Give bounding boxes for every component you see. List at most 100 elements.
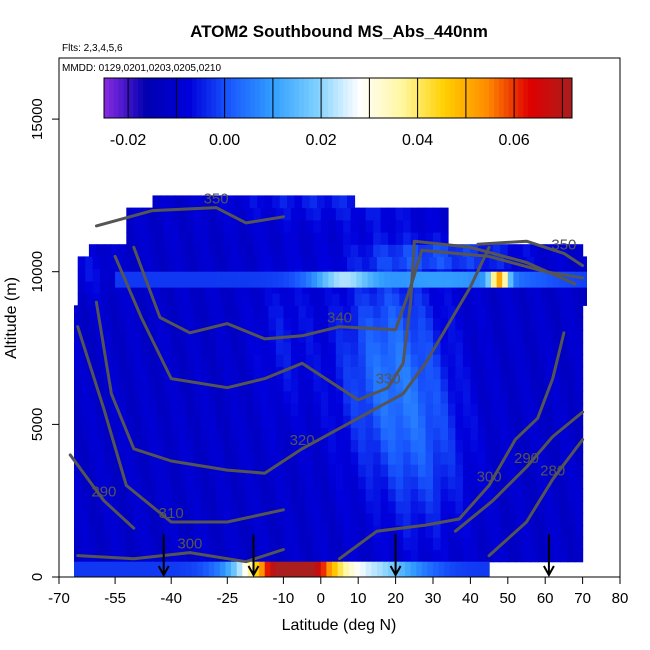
heatmap-cell bbox=[560, 512, 569, 526]
heatmap-cell bbox=[238, 537, 247, 551]
heatmap-cell bbox=[227, 195, 236, 209]
heatmap-cell bbox=[182, 256, 191, 270]
heatmap-cell bbox=[500, 415, 509, 428]
contour-label: 280 bbox=[540, 462, 565, 479]
heatmap-cell bbox=[186, 512, 195, 526]
heatmap-cell bbox=[429, 293, 438, 306]
heatmap-cell bbox=[298, 366, 307, 380]
heatmap-cell bbox=[283, 317, 292, 331]
heatmap-cell bbox=[522, 427, 531, 441]
heatmap-cell bbox=[92, 293, 101, 306]
heatmap-cell bbox=[350, 427, 359, 441]
heatmap-cell bbox=[320, 476, 329, 490]
heatmap-cell bbox=[425, 390, 434, 404]
heatmap-cell bbox=[361, 271, 369, 288]
heatmap-cell bbox=[436, 256, 445, 270]
heatmap-cell bbox=[333, 271, 341, 288]
heatmap-cell bbox=[358, 549, 367, 563]
contour-label: 340 bbox=[327, 310, 352, 327]
heatmap-cell bbox=[425, 427, 434, 441]
heatmap-cell bbox=[446, 271, 453, 288]
colorbar-swatch bbox=[211, 78, 217, 118]
y-tick-label: 5000 bbox=[29, 408, 46, 441]
heatmap-cell bbox=[253, 403, 262, 416]
heatmap-cell bbox=[425, 317, 434, 331]
heatmap-cell bbox=[305, 500, 314, 514]
heatmap-cell bbox=[201, 415, 210, 428]
heatmap-cell bbox=[141, 390, 150, 404]
heatmap-cell bbox=[455, 366, 464, 380]
heatmap-cell bbox=[500, 317, 509, 331]
x-tick-label: 50 bbox=[499, 590, 516, 607]
heatmap-cell bbox=[343, 219, 352, 233]
heatmap-cell bbox=[425, 366, 434, 380]
heatmap-cell bbox=[186, 232, 195, 245]
heatmap-cell bbox=[111, 451, 120, 465]
heatmap-cell bbox=[522, 366, 531, 380]
heatmap-cell bbox=[365, 403, 374, 416]
heatmap-cell bbox=[418, 271, 425, 288]
heatmap-cell bbox=[350, 341, 359, 355]
heatmap-cell bbox=[578, 256, 587, 270]
heatmap-cell bbox=[302, 256, 311, 270]
heatmap-cell bbox=[507, 305, 516, 319]
heatmap-cell bbox=[462, 415, 471, 428]
heatmap-cell bbox=[253, 415, 262, 428]
heatmap-cell bbox=[186, 403, 195, 416]
heatmap-cell bbox=[85, 256, 94, 270]
heatmap-cell bbox=[515, 366, 524, 380]
heatmap-cell bbox=[388, 525, 397, 538]
heatmap-cell bbox=[298, 415, 307, 428]
heatmap-cell bbox=[462, 271, 470, 288]
heatmap-cell bbox=[275, 219, 284, 233]
heatmap-cell bbox=[103, 427, 112, 441]
heatmap-cell bbox=[380, 549, 389, 563]
heatmap-cell bbox=[231, 525, 240, 538]
heatmap-cell bbox=[575, 354, 584, 367]
heatmap-cell bbox=[268, 329, 277, 343]
heatmap-cell bbox=[133, 549, 142, 563]
heatmap-cell bbox=[186, 341, 195, 355]
heatmap-cell bbox=[154, 271, 161, 288]
heatmap-cell bbox=[515, 378, 524, 392]
heatmap-cell bbox=[440, 329, 449, 343]
heatmap-cell bbox=[462, 488, 471, 502]
heatmap-cell bbox=[171, 390, 180, 404]
heatmap-cell bbox=[513, 271, 520, 288]
heatmap-cell bbox=[350, 305, 359, 319]
heatmap-cell bbox=[246, 341, 255, 355]
heatmap-cell bbox=[261, 537, 270, 551]
heatmap-cell bbox=[163, 244, 172, 257]
colorbar-swatch bbox=[328, 78, 334, 118]
heatmap-cell bbox=[96, 439, 105, 453]
colorbar-swatch bbox=[503, 78, 510, 118]
heatmap-cell bbox=[537, 451, 546, 465]
heatmap-cell bbox=[111, 244, 120, 257]
colorbar-swatch bbox=[294, 78, 300, 118]
heatmap-cell bbox=[567, 525, 576, 538]
heatmap-cell bbox=[231, 232, 240, 245]
x-tick-label: 70 bbox=[574, 590, 591, 607]
heatmap-cell bbox=[118, 537, 127, 551]
heatmap-cell bbox=[261, 244, 270, 257]
heatmap-cell bbox=[507, 366, 516, 380]
heatmap-cell bbox=[246, 476, 255, 490]
heatmap-cell bbox=[410, 378, 419, 392]
heatmap-cell bbox=[530, 427, 539, 441]
heatmap-cell bbox=[305, 512, 314, 526]
colorbar-swatch bbox=[464, 78, 471, 118]
heatmap-cell bbox=[126, 549, 135, 563]
heatmap-cell bbox=[504, 293, 513, 306]
heatmap-cell bbox=[425, 403, 434, 416]
heatmap-cell bbox=[358, 525, 367, 538]
heatmap-cell bbox=[335, 305, 344, 319]
heatmap-cell bbox=[141, 500, 150, 514]
heatmap-cell bbox=[560, 378, 569, 392]
heatmap-cell bbox=[410, 305, 419, 319]
heatmap-cell bbox=[313, 537, 322, 551]
heatmap-cell bbox=[141, 341, 150, 355]
heatmap-cell bbox=[126, 207, 135, 221]
heatmap-cell bbox=[178, 525, 187, 538]
heatmap-cell bbox=[126, 244, 135, 257]
heatmap-cell bbox=[141, 451, 150, 465]
